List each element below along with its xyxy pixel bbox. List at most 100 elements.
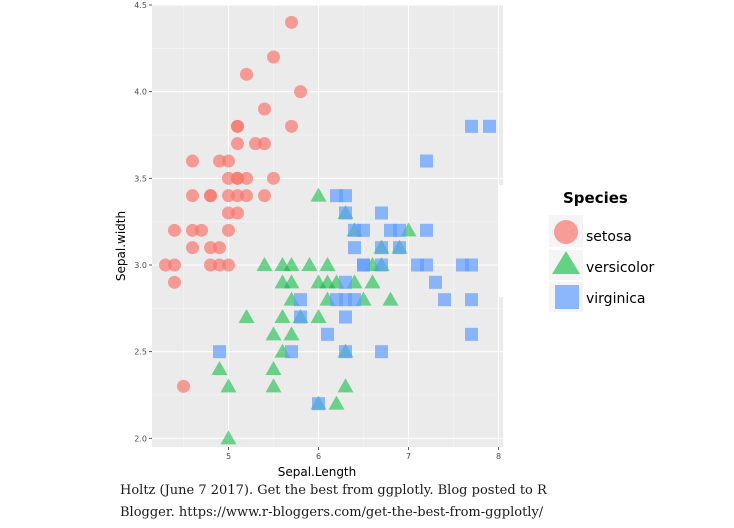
- data-point-setosa: [222, 223, 235, 237]
- data-point-versicolor: [265, 378, 282, 393]
- data-point-versicolor: [283, 274, 300, 289]
- y-tick-label: 3.0: [134, 261, 147, 270]
- data-point-versicolor: [310, 187, 327, 202]
- x-tick-label: 7: [406, 452, 411, 461]
- data-point-versicolor: [211, 361, 228, 375]
- data-point-setosa: [222, 189, 235, 203]
- y-tick-label: 4.0: [134, 88, 147, 97]
- data-point-virginica: [420, 223, 433, 237]
- data-point-setosa: [222, 206, 235, 220]
- legend: Species setosa versicolor virginica: [498, 185, 655, 312]
- legend-marker-virginica: [555, 285, 579, 309]
- data-point-versicolor: [337, 378, 354, 393]
- data-point-virginica: [348, 293, 361, 307]
- data-point-virginica: [321, 327, 334, 341]
- data-point-versicolor: [220, 430, 237, 445]
- data-point-virginica: [285, 345, 298, 359]
- data-point-virginica: [438, 293, 451, 307]
- data-point-setosa: [258, 189, 271, 203]
- data-point-versicolor: [274, 309, 291, 323]
- data-point-virginica: [312, 397, 325, 411]
- data-point-virginica: [339, 189, 352, 203]
- y-tick-label: 2.0: [134, 434, 147, 443]
- data-point-virginica: [420, 154, 433, 168]
- data-point-versicolor: [265, 361, 282, 375]
- data-point-setosa: [168, 223, 181, 237]
- y-tick-label: 3.5: [134, 174, 147, 183]
- x-tick-label: 5: [226, 452, 231, 461]
- data-point-versicolor: [265, 326, 282, 341]
- data-point-virginica: [393, 241, 406, 255]
- data-point-setosa: [195, 223, 208, 237]
- figure-caption: Holtz (June 7 2017). Get the best from g…: [120, 480, 720, 524]
- data-point-setosa: [204, 189, 217, 203]
- data-point-virginica: [465, 293, 478, 307]
- y-axis-title: Sepal.width: [114, 211, 128, 281]
- data-point-versicolor: [256, 257, 273, 271]
- data-point-virginica: [384, 223, 397, 237]
- data-point-setosa: [285, 119, 298, 133]
- data-point-setosa: [231, 171, 244, 185]
- data-point-virginica: [339, 310, 352, 324]
- data-point-versicolor: [310, 309, 327, 323]
- data-point-virginica: [465, 258, 478, 272]
- data-point-setosa: [231, 189, 244, 203]
- x-tick-label: 8: [496, 452, 501, 461]
- data-point-setosa: [231, 119, 244, 133]
- legend-marker-setosa: [554, 220, 578, 244]
- data-point-setosa: [213, 258, 226, 272]
- data-point-virginica: [375, 241, 388, 255]
- data-point-virginica: [375, 345, 388, 359]
- data-point-setosa: [240, 189, 253, 203]
- x-axis-title: Sepal.Length: [278, 465, 357, 479]
- data-point-virginica: [375, 258, 388, 272]
- caption-line-1: Holtz (June 7 2017). Get the best from g…: [120, 483, 547, 498]
- legend-label-setosa: setosa: [586, 229, 632, 245]
- data-point-setosa: [168, 275, 181, 289]
- data-point-setosa: [186, 189, 199, 203]
- data-point-virginica: [294, 293, 307, 307]
- data-point-setosa: [231, 206, 244, 220]
- data-point-virginica: [348, 241, 361, 255]
- plot-panel: [152, 5, 503, 447]
- data-point-setosa: [258, 102, 271, 116]
- series-setosa: [159, 15, 307, 393]
- data-points: [159, 15, 496, 445]
- data-point-virginica: [375, 206, 388, 220]
- data-point-setosa: [204, 241, 217, 255]
- data-point-setosa: [168, 258, 181, 272]
- data-point-setosa: [267, 50, 280, 64]
- data-point-versicolor: [319, 257, 336, 271]
- data-point-versicolor: [238, 309, 255, 323]
- data-point-setosa: [240, 171, 253, 185]
- data-point-setosa: [204, 258, 217, 272]
- data-point-setosa: [222, 154, 235, 168]
- data-point-setosa: [177, 379, 190, 393]
- data-point-virginica: [357, 258, 370, 272]
- data-point-setosa: [285, 15, 298, 29]
- series-virginica: [213, 119, 496, 411]
- data-point-setosa: [267, 171, 280, 185]
- data-point-virginica: [339, 275, 352, 289]
- y-tick-label: 4.5: [134, 1, 147, 10]
- y-tick-label: 2.5: [134, 348, 147, 357]
- data-point-setosa: [186, 154, 199, 168]
- data-point-setosa: [213, 241, 226, 255]
- data-point-setosa: [222, 258, 235, 272]
- data-point-virginica: [339, 206, 352, 220]
- caption-line-2: Blogger. https://www.r-bloggers.com/get-…: [120, 505, 544, 520]
- data-point-versicolor: [283, 326, 300, 341]
- data-point-versicolor: [301, 257, 318, 271]
- data-point-virginica: [339, 345, 352, 359]
- data-point-versicolor: [283, 257, 300, 271]
- data-point-setosa: [258, 137, 271, 151]
- series-versicolor: [211, 187, 417, 445]
- data-point-versicolor: [382, 291, 399, 306]
- legend-side-bar: [498, 185, 506, 297]
- data-point-setosa: [240, 67, 253, 81]
- data-point-versicolor: [220, 378, 237, 393]
- data-point-virginica: [330, 293, 343, 307]
- data-point-virginica: [483, 119, 496, 133]
- legend-label-versicolor: versicolor: [586, 260, 655, 276]
